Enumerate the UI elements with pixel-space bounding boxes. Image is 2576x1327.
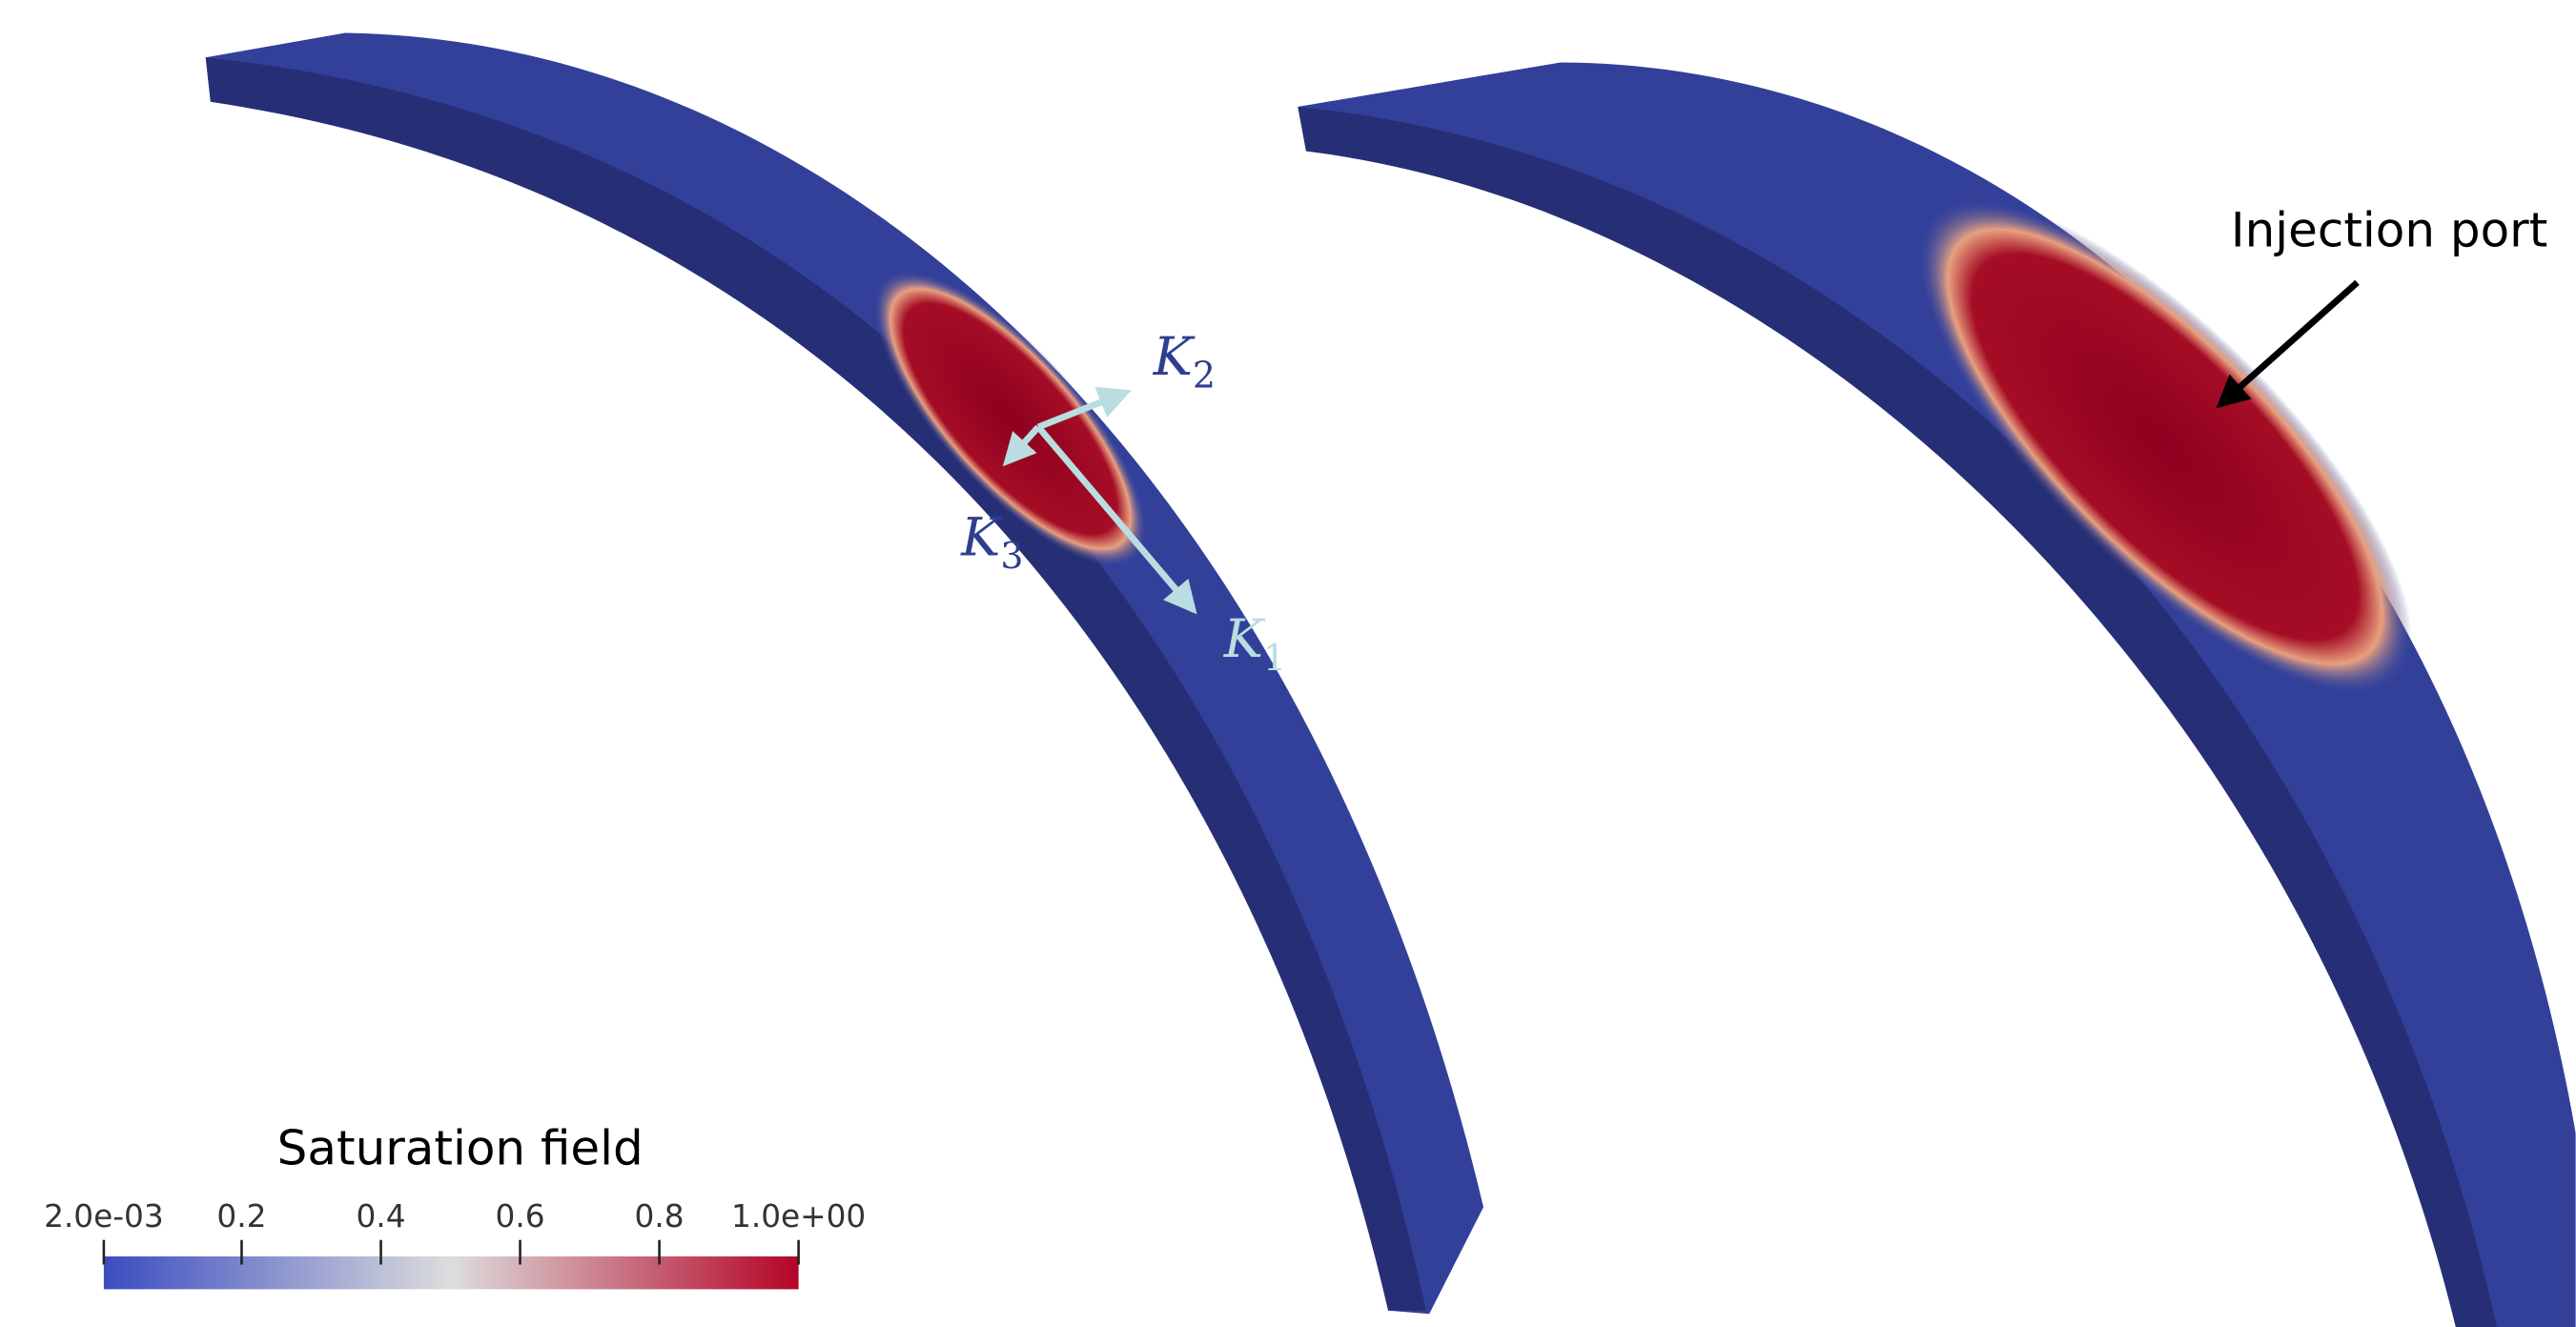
colorbar-title: Saturation field: [277, 1120, 644, 1175]
tick-label: 0.8: [635, 1198, 685, 1235]
colorbar: [104, 1256, 799, 1289]
tick-label: 2.0e-03: [44, 1198, 164, 1235]
tick-label: 1.0e+00: [731, 1198, 866, 1235]
tick-label: 0.6: [496, 1198, 545, 1235]
annotation-arrow: [2221, 282, 2358, 403]
axis-label: K1: [1223, 608, 1286, 679]
figure: K1 K2 K3 Injection port Saturation field…: [0, 0, 2576, 1327]
axis-label: K2: [1153, 326, 1216, 397]
tick-label: 0.2: [216, 1198, 266, 1235]
tick-label: 0.4: [356, 1198, 405, 1235]
annotation: Injection port: [2231, 202, 2547, 257]
